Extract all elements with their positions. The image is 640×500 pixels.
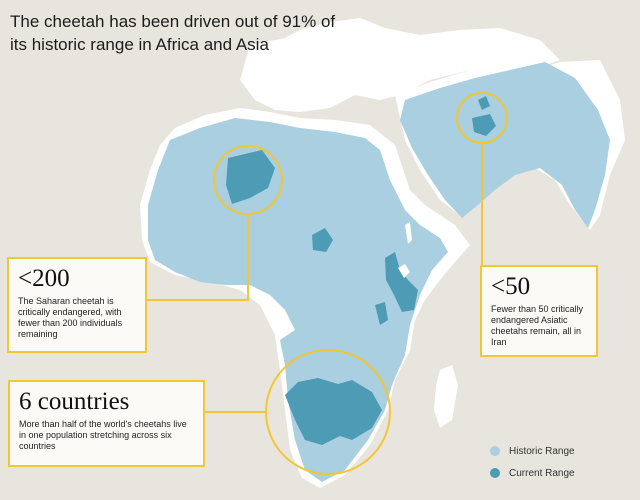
- current-range-iran-north: [478, 96, 490, 110]
- callout-southern-text: More than half of the world's cheetahs l…: [19, 419, 187, 451]
- callout-asiatic-text: Fewer than 50 critically endangered Asia…: [491, 304, 584, 347]
- historic-range-swatch: [490, 446, 500, 456]
- legend-current-label: Current Range: [509, 467, 575, 479]
- legend-historic-label: Historic Range: [509, 445, 575, 457]
- map-legend: Historic Range Current Range: [490, 440, 620, 484]
- europe-landmass: [240, 18, 560, 112]
- callout-asiatic-stat: <50: [491, 273, 531, 300]
- current-range-sahara: [226, 150, 275, 204]
- callout-asiatic-cheetah: <50 Fewer than 50 critically endangered …: [480, 265, 598, 357]
- historic-range-africa: [148, 118, 448, 482]
- callout-southern-population: 6 countries More than half of the world'…: [8, 380, 205, 467]
- legend-historic: Historic Range: [490, 440, 620, 462]
- current-range-central: [312, 228, 333, 252]
- legend-current: Current Range: [490, 462, 620, 484]
- current-range-southern: [285, 378, 382, 445]
- callout-saharan-text: The Saharan cheetah is critically endang…: [18, 296, 123, 339]
- callout-saharan-stat: <200: [18, 265, 70, 292]
- connector-sahara: [147, 214, 249, 301]
- current-range-east-africa-2: [375, 302, 388, 325]
- historic-range-asia: [400, 62, 610, 228]
- map-title: The cheetah has been driven out of 91% o…: [10, 12, 336, 54]
- current-range-swatch: [490, 468, 500, 478]
- callout-southern-stat: 6 countries: [19, 388, 130, 415]
- madagascar-landmass: [434, 365, 458, 428]
- current-range-iran: [472, 114, 496, 136]
- callout-saharan-cheetah: <200 The Saharan cheetah is critically e…: [7, 257, 147, 353]
- lake-turkana: [405, 222, 412, 244]
- lake-victoria: [398, 264, 410, 278]
- current-range-east-africa: [385, 252, 418, 312]
